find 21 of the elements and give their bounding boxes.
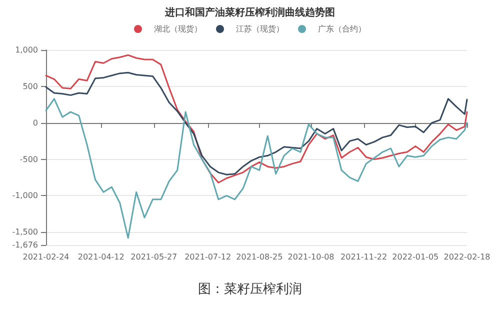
x-tick-label: 2021-07-12	[184, 252, 232, 262]
x-tick-label: 2022-02-18	[444, 252, 490, 262]
x-tick-label: 2021-08-25	[236, 252, 283, 262]
legend-label: 江苏（现货）	[236, 24, 284, 34]
x-tick-label: 2021-05-27	[130, 252, 178, 262]
text: 图：菜籽压榨利润	[198, 282, 302, 297]
x-tick-label: 2021-10-08	[288, 252, 334, 262]
legend-label: 湖北（现货）	[154, 24, 202, 34]
y-tick-label: -1,000	[12, 191, 38, 200]
y-tick-label: 0	[32, 118, 38, 128]
legend-label: 广东（合约）	[318, 24, 366, 34]
x-tick-label: 2022-01-05	[392, 252, 439, 262]
y-tick-label: -500	[20, 154, 38, 164]
y-tick-label: -1,500	[12, 228, 38, 237]
x-tick-label: 2021-02-24	[22, 252, 70, 262]
x-tick-label: 2021-11-22	[340, 252, 388, 262]
x-tick-label: 2021-04-12	[78, 252, 124, 262]
y-tick-label: -1,676	[12, 240, 38, 250]
chart-title: 进口和国产油菜籽压榨利润曲线趋势图	[164, 6, 335, 18]
y-tick-label: 500	[22, 82, 38, 91]
y-tick-label: 1,000	[15, 46, 38, 54]
